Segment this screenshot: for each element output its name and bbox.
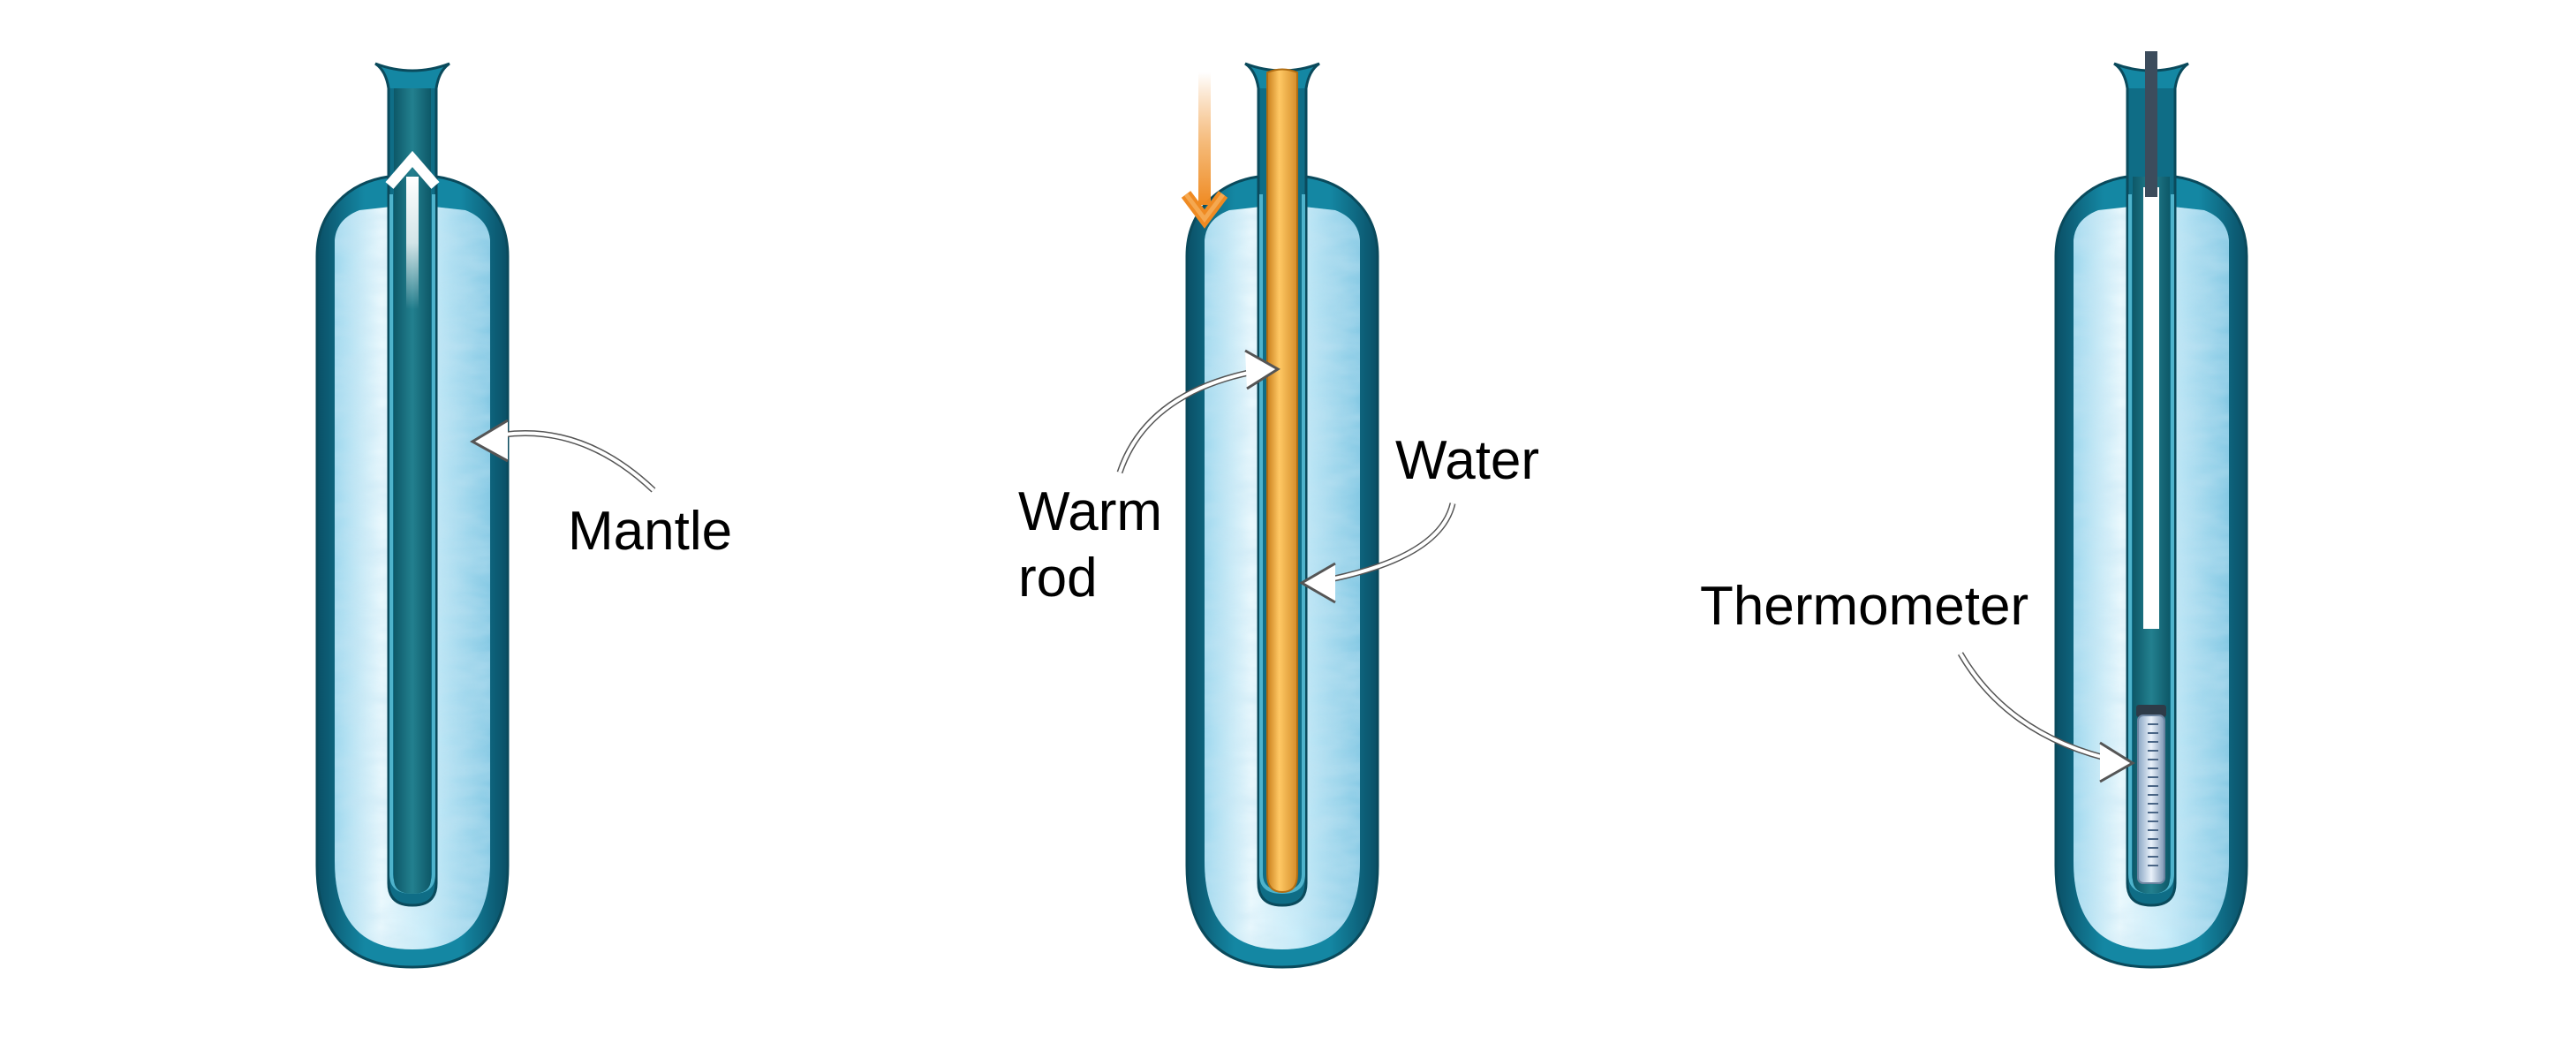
warm-rod-callout-arrow-icon [1116, 349, 1280, 474]
mantle-callout-arrow-icon [469, 419, 656, 493]
warm-rod-icon [1266, 68, 1298, 894]
thermometer-icon [2136, 51, 2166, 884]
thermometer-callout-arrow-icon [1957, 652, 2135, 783]
up-arrow-icon [385, 150, 440, 309]
water-callout-arrow-icon [1299, 503, 1456, 604]
panel-1-ice-core [317, 64, 508, 967]
ice-core-tube-icon [317, 64, 508, 967]
rod-label: rod [1018, 548, 1098, 609]
mantle-label: Mantle [568, 501, 732, 562]
panel-2-ice-core [1187, 64, 1378, 967]
panel-3-ice-core [2056, 51, 2247, 967]
thermometer-label: Thermometer [1700, 576, 2028, 637]
water-label: Water [1395, 430, 1539, 491]
down-arrow-icon [1181, 72, 1228, 229]
warm-label: Warm [1018, 481, 1162, 542]
